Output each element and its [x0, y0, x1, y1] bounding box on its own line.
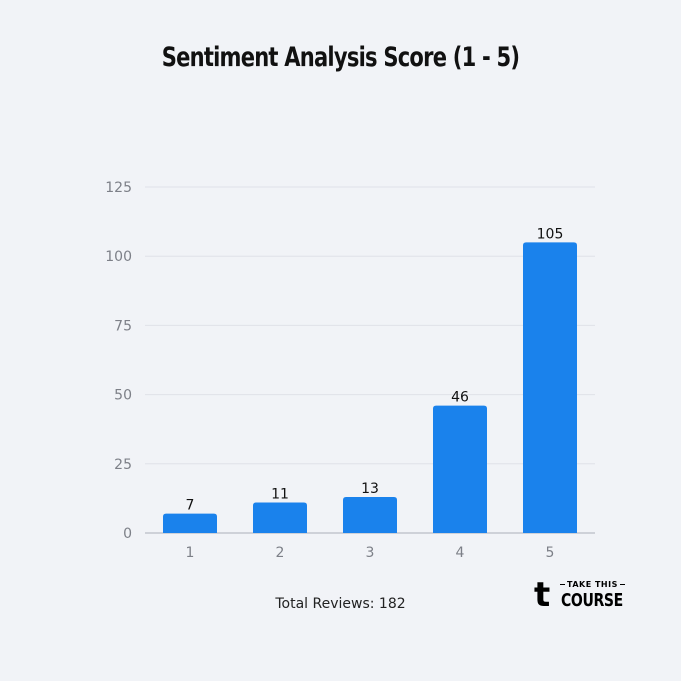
bar-value-label: 13 — [361, 481, 379, 497]
total-reviews-text: Total Reviews: 182 — [275, 596, 406, 612]
x-tick-label: 1 — [186, 545, 195, 561]
logo-line-2: COURSE — [561, 590, 623, 611]
x-axis-ticks: 1 2 3 4 5 — [186, 545, 555, 561]
data-labels: 7 11 13 46 105 — [186, 226, 564, 513]
logo-line-1: TAKE THIS — [558, 580, 627, 589]
bar-value-label: 7 — [186, 498, 195, 514]
x-tick-label: 3 — [366, 545, 375, 561]
x-tick-label: 2 — [276, 545, 285, 561]
y-tick-label: 25 — [114, 457, 132, 473]
bar — [523, 242, 577, 534]
bar — [253, 502, 307, 533]
bar — [433, 405, 487, 533]
bar — [163, 513, 217, 533]
x-tick-label: 4 — [456, 545, 465, 561]
y-axis-ticks: 0 25 50 75 100 125 — [105, 180, 132, 542]
y-tick-label: 50 — [114, 388, 132, 404]
x-tick-label: 5 — [546, 545, 555, 561]
take-this-course-logo: t TAKE THIS COURSE — [534, 575, 623, 616]
y-tick-label: 125 — [105, 180, 132, 196]
bars — [163, 242, 577, 534]
bar — [343, 497, 397, 533]
chart-title: Sentiment Analysis Score (1 - 5) — [161, 42, 520, 73]
bar-value-label: 46 — [451, 390, 469, 406]
bar-value-label: 11 — [271, 487, 289, 503]
y-tick-label: 100 — [105, 249, 132, 265]
gridlines — [145, 186, 595, 534]
y-tick-label: 75 — [114, 318, 132, 334]
y-tick-label: 0 — [123, 526, 132, 542]
logo-t-glyph: t — [534, 575, 551, 615]
bar-value-label: 105 — [537, 226, 564, 242]
